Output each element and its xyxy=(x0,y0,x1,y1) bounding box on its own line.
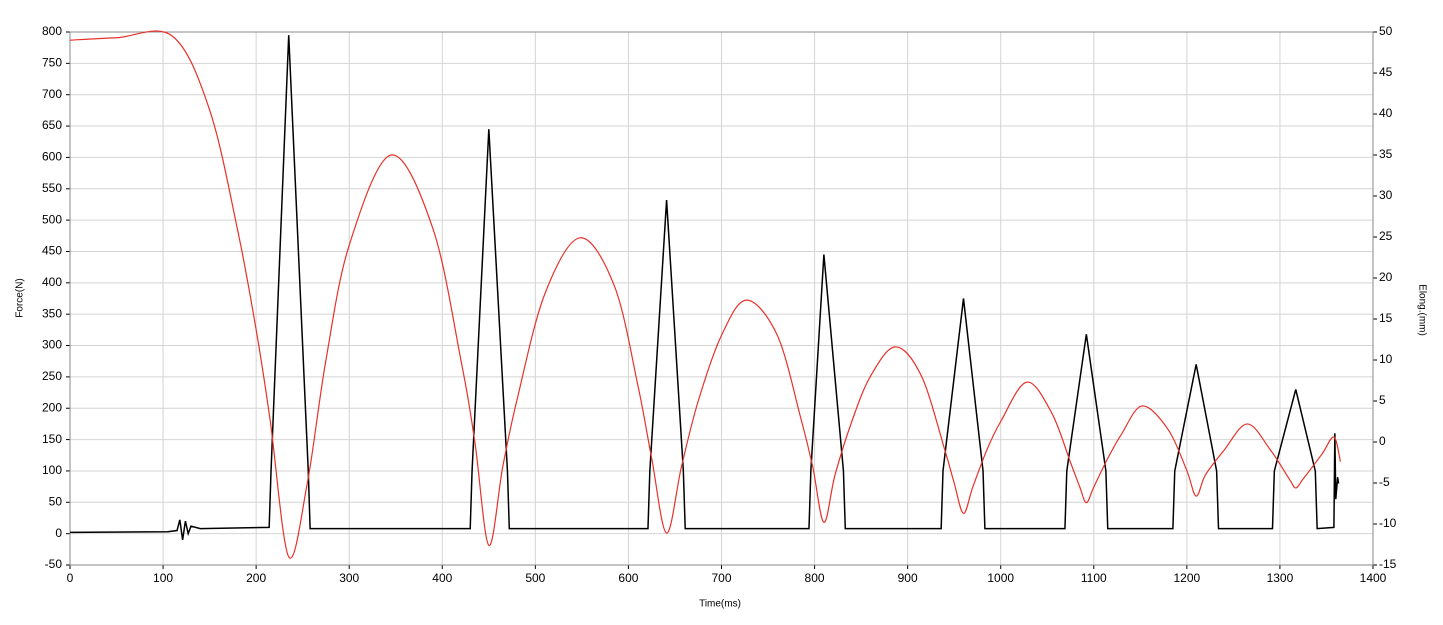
y2-tick-label: 0 xyxy=(1379,434,1386,448)
y2-tick-label: 15 xyxy=(1379,311,1393,325)
x-tick-label: 0 xyxy=(67,571,74,585)
x-tick-label: 800 xyxy=(805,571,825,585)
x-tick-label: 1000 xyxy=(987,571,1014,585)
plot-frame xyxy=(69,31,1374,566)
y2-tick-label: 10 xyxy=(1379,352,1393,366)
y-tick-label: 300 xyxy=(42,338,62,352)
y-tick-label: 50 xyxy=(49,494,63,508)
x-tick-label: 700 xyxy=(711,571,731,585)
y-tick-label: 250 xyxy=(42,369,62,383)
y-tick-label: 600 xyxy=(42,150,62,164)
y-tick-label: 650 xyxy=(42,118,62,132)
x-tick-label: 300 xyxy=(339,571,359,585)
y2-tick-label: 25 xyxy=(1379,229,1393,243)
y2-tick-label: 5 xyxy=(1379,393,1386,407)
series-line xyxy=(69,35,1340,541)
y2-axis-label: Elong.(mm) xyxy=(1416,284,1427,336)
y-tick-label: 700 xyxy=(42,87,62,101)
y2-tick-label: 30 xyxy=(1379,188,1393,202)
x-tick-label: 900 xyxy=(898,571,918,585)
y2-tick-label: 20 xyxy=(1379,270,1393,284)
y-tick-label: 0 xyxy=(55,526,62,540)
y2-tick-label: 35 xyxy=(1379,147,1393,161)
y-tick-label: 750 xyxy=(42,56,62,70)
x-tick-label: 1300 xyxy=(1267,571,1294,585)
x-tick-label: 400 xyxy=(432,571,452,585)
y-tick-label: 100 xyxy=(42,463,62,477)
y-tick-label: -50 xyxy=(45,557,63,571)
x-tick-label: 500 xyxy=(525,571,545,585)
y-tick-label: 500 xyxy=(42,212,62,226)
x-tick-label: 100 xyxy=(153,571,173,585)
y-axis-label: Force(N) xyxy=(15,278,26,317)
y2-tick-label: 40 xyxy=(1379,106,1393,120)
y2-tick-label: 50 xyxy=(1379,24,1393,38)
x-tick-label: 200 xyxy=(246,571,266,585)
y2-tick-label: -15 xyxy=(1379,557,1397,571)
x-tick-label: 600 xyxy=(618,571,638,585)
y-tick-label: 550 xyxy=(42,181,62,195)
x-tick-label: 1400 xyxy=(1360,571,1387,585)
y2-tick-label: -10 xyxy=(1379,516,1397,530)
y2-tick-label: -5 xyxy=(1379,475,1390,489)
x-tick-label: 1100 xyxy=(1081,571,1107,585)
y-tick-label: 150 xyxy=(42,432,62,446)
x-tick-label: 1200 xyxy=(1174,571,1201,585)
y-tick-label: 400 xyxy=(42,275,62,289)
y-tick-label: 200 xyxy=(42,400,62,414)
series-line xyxy=(69,30,1342,559)
y-tick-label: 800 xyxy=(42,24,62,38)
y-tick-label: 450 xyxy=(42,244,62,258)
y2-tick-label: 45 xyxy=(1379,65,1393,79)
x-axis-label: Time(ms) xyxy=(699,599,741,610)
y-tick-label: 350 xyxy=(42,306,62,320)
